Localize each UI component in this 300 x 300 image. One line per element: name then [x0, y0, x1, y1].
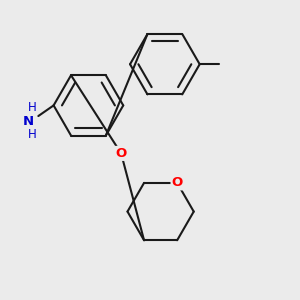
Text: N: N	[23, 115, 34, 128]
Text: O: O	[172, 176, 183, 189]
Text: H: H	[28, 101, 36, 114]
Text: H: H	[28, 128, 36, 141]
Text: O: O	[116, 147, 127, 160]
